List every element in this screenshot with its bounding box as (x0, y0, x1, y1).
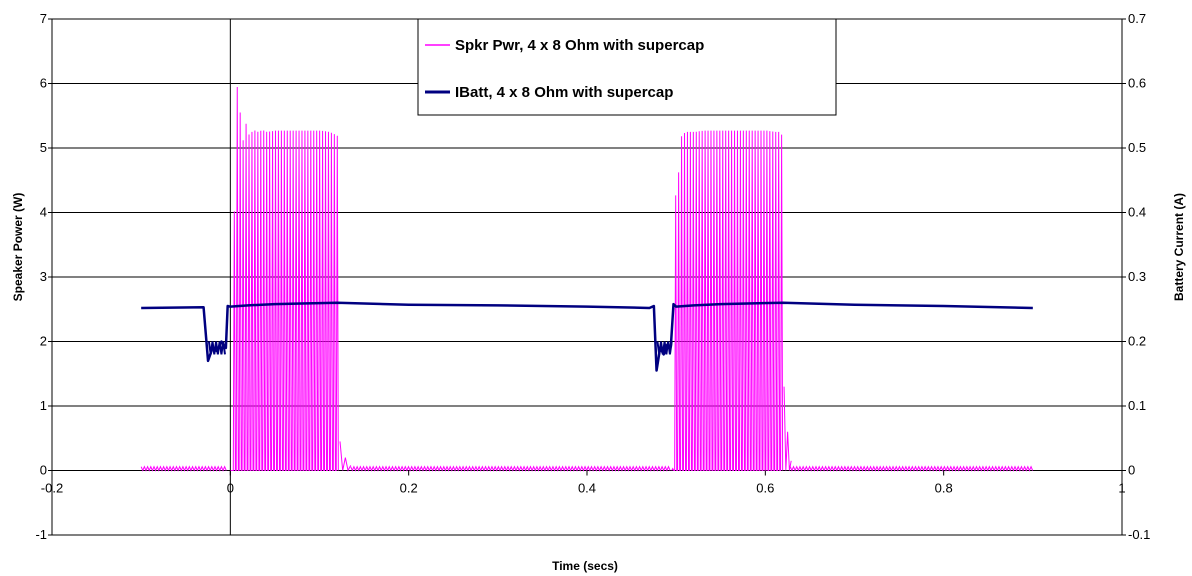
legend-label-ibatt: IBatt, 4 x 8 Ohm with supercap (455, 84, 673, 101)
y-tick-label-0: -1 (35, 527, 47, 542)
y2-tick-label-1: 0 (1128, 463, 1135, 478)
y2-tick-label-6: 0.5 (1128, 140, 1146, 155)
y-tick-label-3: 2 (40, 334, 47, 349)
spkr-pwr-burst (671, 130, 784, 471)
y-tick-label-2: 1 (40, 398, 47, 413)
x-tick-label-2: 0.2 (400, 481, 418, 496)
y2-tick-label-7: 0.6 (1128, 76, 1146, 91)
y-tick-label-6: 5 (40, 140, 47, 155)
spkr-pwr-burst (230, 87, 339, 471)
y-tick-label-1: 0 (40, 463, 47, 478)
series-layer (140, 87, 1034, 472)
spkr-pwr-baseline (789, 465, 1034, 472)
y-tick-label-8: 7 (40, 11, 47, 26)
ibatt-ripple (207, 341, 226, 355)
legend-box (417, 18, 837, 116)
x-tick-label-3: 0.4 (578, 481, 596, 496)
y2-axis-title: Battery Current (A) (1172, 193, 1186, 301)
y2-tick-label-3: 0.2 (1128, 334, 1146, 349)
y-tick-labels: -1 0 1 2 3 4 5 6 7 (35, 11, 52, 542)
spkr-pwr-baseline (350, 465, 671, 472)
spkr-pwr-tail-2 (783, 386, 792, 471)
x-tick-label-5: 0.8 (935, 481, 953, 496)
y2-tick-label-5: 0.4 (1128, 205, 1146, 220)
y-tick-label-7: 6 (40, 76, 47, 91)
y-axis-title: Speaker Power (W) (11, 193, 25, 302)
y-tick-label-5: 4 (40, 205, 47, 220)
series-ibatt (141, 301, 1033, 372)
series-spkr-pwr (140, 87, 1034, 472)
legend-label-spkr-pwr: Spkr Pwr, 4 x 8 Ohm with supercap (455, 37, 704, 54)
y2-tick-label-0: -0.1 (1128, 527, 1150, 542)
y2-tick-label-2: 0.1 (1128, 398, 1146, 413)
x-tick-label-4: 0.6 (756, 481, 774, 496)
spkr-pwr-baseline (140, 465, 227, 472)
x-tick-label-6: 1 (1118, 481, 1125, 496)
x-tick-label-0: -0.2 (41, 481, 63, 496)
x-axis-title: Time (secs) (552, 559, 618, 573)
ibatt-ripple (656, 341, 673, 355)
x-tick-label-1: 0 (227, 481, 234, 496)
spkr-pwr-tail-1 (339, 441, 352, 472)
x-tick-labels: -0.2 0 0.2 0.4 0.6 0.8 1 (41, 470, 1126, 496)
y2-tick-labels: -0.1 0 0.1 0.2 0.3 0.4 0.5 0.6 0.7 (1122, 11, 1150, 542)
y2-tick-label-8: 0.7 (1128, 11, 1146, 26)
y2-tick-label-4: 0.3 (1128, 269, 1146, 284)
y-tick-label-4: 3 (40, 269, 47, 284)
legend: Spkr Pwr, 4 x 8 Ohm with supercap IBatt,… (417, 18, 837, 116)
